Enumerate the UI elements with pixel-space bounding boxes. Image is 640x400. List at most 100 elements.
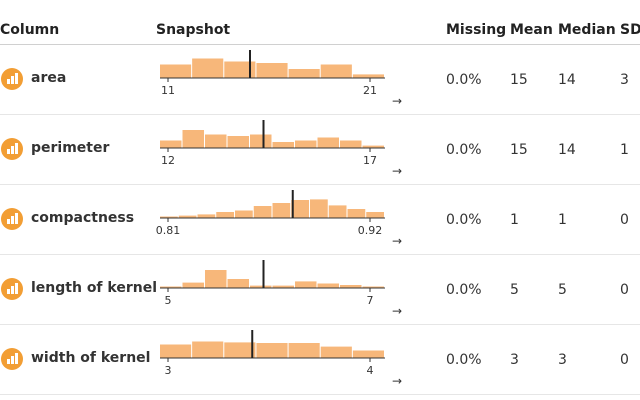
expand-arrow-icon[interactable]: → xyxy=(392,164,403,178)
median-value: 3 xyxy=(558,352,567,368)
median-value: 14 xyxy=(558,142,576,158)
range-min-label: 3 xyxy=(165,364,172,377)
histogram-bar xyxy=(192,58,224,78)
histogram-bar xyxy=(272,203,291,218)
numeric-column-icon xyxy=(1,348,23,370)
histogram-bar xyxy=(160,286,182,288)
histogram-bar xyxy=(192,341,224,358)
histogram-bar xyxy=(362,286,384,288)
header-missing[interactable]: Missing xyxy=(446,22,507,38)
sd-value: 0 xyxy=(620,212,629,228)
header-mean[interactable]: Mean xyxy=(510,22,553,38)
histogram-bar xyxy=(340,140,362,148)
histogram-bar xyxy=(291,200,309,218)
histogram-bar xyxy=(352,74,384,78)
histogram-bar xyxy=(288,343,320,358)
median-value: 1 xyxy=(558,212,567,228)
histogram-bar xyxy=(197,214,216,218)
snapshot-histogram[interactable]: 11 21 xyxy=(155,44,385,114)
snapshot-histogram[interactable]: 0.81 0.92 xyxy=(155,184,385,254)
header-median[interactable]: Median xyxy=(558,22,616,38)
expand-arrow-icon[interactable]: → xyxy=(392,374,403,388)
table-row: perimeter 12 17 → 0.0% 15 14 1 xyxy=(0,114,640,185)
histogram-bar xyxy=(347,209,366,218)
histogram-bar xyxy=(205,134,227,148)
mean-value: 1 xyxy=(510,212,519,228)
histogram-bar xyxy=(272,285,294,288)
histogram-bar xyxy=(160,140,182,148)
numeric-column-icon xyxy=(1,208,23,230)
range-min-label: 11 xyxy=(161,84,175,97)
sd-value: 3 xyxy=(620,72,629,88)
sd-value: 0 xyxy=(620,352,629,368)
histogram-bar xyxy=(160,344,192,358)
column-name[interactable]: perimeter xyxy=(31,140,110,156)
range-max-label: 17 xyxy=(363,154,377,167)
histogram-bar xyxy=(224,61,256,78)
range-min-label: 5 xyxy=(165,294,172,307)
range-min-label: 0.81 xyxy=(156,224,181,237)
histogram-bar xyxy=(320,64,352,78)
sd-value: 0 xyxy=(620,282,629,298)
range-max-label: 7 xyxy=(367,294,374,307)
numeric-column-icon xyxy=(1,278,23,300)
histogram-bar xyxy=(178,215,197,218)
table-row: width of kernel 3 4 → 0.0% 3 3 0 xyxy=(0,324,640,395)
histogram-bar xyxy=(256,343,288,358)
range-max-label: 0.92 xyxy=(358,224,383,237)
histogram-bar xyxy=(227,136,249,148)
column-name[interactable]: area xyxy=(31,70,67,86)
median-value: 14 xyxy=(558,72,576,88)
missing-value: 0.0% xyxy=(446,142,482,158)
table-row: length of kernel 5 7 → 0.0% 5 5 0 xyxy=(0,254,640,325)
header-column[interactable]: Column xyxy=(0,22,60,38)
numeric-column-icon xyxy=(1,68,23,90)
mean-value: 5 xyxy=(510,282,519,298)
histogram-bar xyxy=(362,145,384,148)
expand-arrow-icon[interactable]: → xyxy=(392,94,403,108)
range-min-label: 12 xyxy=(161,154,175,167)
histogram-bar xyxy=(256,63,288,78)
header-snapshot[interactable]: Snapshot xyxy=(156,22,231,38)
range-max-label: 21 xyxy=(363,84,377,97)
table-row: area 11 21 → 0.0% 15 14 3 xyxy=(0,44,640,115)
missing-value: 0.0% xyxy=(446,72,482,88)
table-row: compactness 0.81 0.92 → 0.0% 1 1 0 xyxy=(0,184,640,255)
histogram-bar xyxy=(253,206,272,218)
expand-arrow-icon[interactable]: → xyxy=(392,304,403,318)
column-name[interactable]: compactness xyxy=(31,210,135,226)
histogram-bar xyxy=(205,270,227,288)
mean-value: 15 xyxy=(510,72,528,88)
histogram-bar xyxy=(340,285,362,288)
histogram-bar xyxy=(310,199,328,218)
histogram-bar xyxy=(216,212,234,218)
histogram-bar xyxy=(160,64,192,78)
column-name[interactable]: width of kernel xyxy=(31,350,151,366)
histogram-bar xyxy=(328,205,347,218)
histogram-bar xyxy=(317,283,339,288)
header-sd[interactable]: SD xyxy=(620,22,640,38)
histogram-bar xyxy=(317,137,339,148)
histogram-bar xyxy=(235,210,253,218)
snapshot-histogram[interactable]: 12 17 xyxy=(155,114,385,184)
histogram-bar xyxy=(352,350,384,358)
histogram-bar xyxy=(182,130,204,148)
range-max-label: 4 xyxy=(367,364,374,377)
missing-value: 0.0% xyxy=(446,352,482,368)
sd-value: 1 xyxy=(620,142,629,158)
histogram-bar xyxy=(366,212,384,218)
histogram-bar xyxy=(160,216,178,218)
numeric-column-icon xyxy=(1,138,23,160)
column-name[interactable]: length of kernel xyxy=(31,280,157,296)
histogram-bar xyxy=(295,281,317,288)
histogram-bar xyxy=(227,279,249,288)
mean-value: 15 xyxy=(510,142,528,158)
histogram-bar xyxy=(320,346,352,358)
histogram-bar xyxy=(182,282,204,288)
histogram-bar xyxy=(288,69,320,78)
expand-arrow-icon[interactable]: → xyxy=(392,234,403,248)
histogram-bar xyxy=(250,285,272,288)
histogram-bar xyxy=(272,142,294,148)
